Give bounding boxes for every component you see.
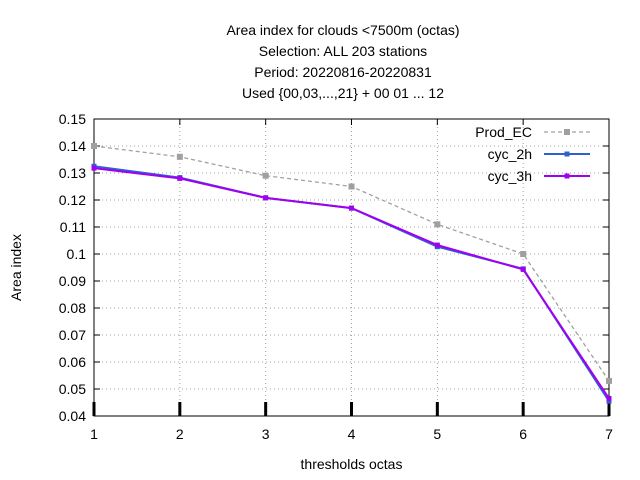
chart-title: Area index for clouds <7500m (octas) Sele… bbox=[226, 22, 459, 101]
legend-item: Prod_EC bbox=[475, 124, 590, 140]
y-tick-label: 0.13 bbox=[59, 165, 86, 181]
x-tick-label: 2 bbox=[176, 426, 184, 442]
legend-item: cyc_2h bbox=[488, 146, 590, 162]
y-tick-label: 0.15 bbox=[59, 111, 86, 127]
data-point bbox=[262, 172, 269, 179]
data-point bbox=[91, 143, 97, 149]
data-point bbox=[348, 183, 355, 190]
data-point bbox=[177, 175, 183, 181]
legend-label: cyc_2h bbox=[488, 146, 532, 162]
y-tick-label: 0.08 bbox=[59, 300, 86, 316]
legend-marker bbox=[564, 173, 570, 179]
title-line: Used {00,03,...,21} + 00 01 ... 12 bbox=[242, 85, 444, 101]
legend-marker bbox=[564, 129, 570, 135]
grid bbox=[94, 119, 609, 416]
y-tick-label: 0.05 bbox=[59, 381, 86, 397]
x-axis-label: thresholds octas bbox=[301, 456, 403, 472]
data-point bbox=[520, 266, 526, 272]
y-tick-label: 0.11 bbox=[60, 219, 86, 235]
title-line: Period: 20220816-20220831 bbox=[254, 64, 432, 80]
y-tick-label: 0.12 bbox=[59, 192, 86, 208]
data-point bbox=[91, 165, 97, 171]
x-tick-label: 7 bbox=[605, 426, 613, 442]
legend-marker bbox=[564, 151, 570, 157]
y-tick-label: 0.06 bbox=[59, 354, 86, 370]
data-point bbox=[606, 395, 612, 401]
legend-label: Prod_EC bbox=[475, 124, 532, 140]
data-point bbox=[176, 153, 183, 160]
y-axis-label: Area index bbox=[8, 234, 24, 301]
x-tick-label: 6 bbox=[519, 426, 527, 442]
data-point bbox=[606, 398, 612, 404]
y-tick-label: 0.09 bbox=[59, 273, 86, 289]
legend-label: cyc_3h bbox=[488, 168, 532, 184]
data-point bbox=[349, 205, 354, 211]
data-point bbox=[434, 221, 441, 228]
x-tick-label: 3 bbox=[262, 426, 270, 442]
y-tick-label: 0.14 bbox=[59, 138, 86, 154]
y-tick-label: 0.04 bbox=[59, 408, 86, 424]
data-point bbox=[434, 242, 440, 248]
x-tick-label: 5 bbox=[433, 426, 441, 442]
series-Prod_EC bbox=[91, 143, 612, 384]
plot-frame bbox=[93, 118, 610, 417]
title-line: Selection: ALL 203 stations bbox=[259, 43, 427, 59]
x-tick-label: 1 bbox=[90, 426, 98, 442]
y-tick-label: 0.1 bbox=[67, 246, 87, 262]
series-cyc_3h bbox=[91, 165, 612, 401]
legend: Prod_EC cyc_2h cyc_3h bbox=[475, 124, 590, 184]
legend-item: cyc_3h bbox=[488, 168, 590, 184]
series bbox=[91, 143, 612, 404]
x-tick-label: 4 bbox=[348, 426, 356, 442]
title-line: Area index for clouds <7500m (octas) bbox=[226, 22, 459, 38]
y-tick-label: 0.07 bbox=[59, 327, 86, 343]
data-point bbox=[263, 195, 269, 201]
data-point bbox=[520, 251, 527, 257]
data-point bbox=[606, 377, 612, 384]
